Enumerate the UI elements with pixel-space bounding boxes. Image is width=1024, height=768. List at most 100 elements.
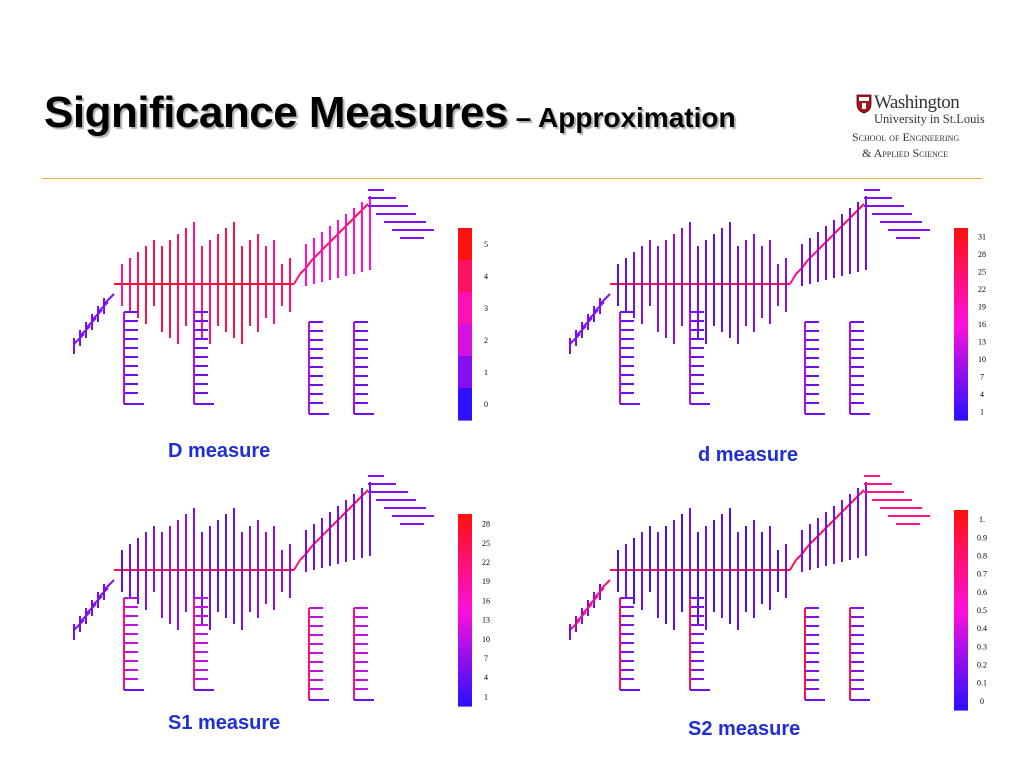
scale-swatch [954,630,968,636]
scale-swatch [954,309,968,315]
scale-swatch [954,670,968,676]
scale-swatch [954,276,968,282]
skeleton-tail [575,611,587,623]
scale-swatch [458,701,472,707]
skeleton-panel-d-measure-upper [73,189,434,415]
scale-tick-label: 0.8 [977,551,987,560]
scale-swatch [954,645,968,651]
scale-swatch [954,580,968,586]
caption-s2-measure: S2 measure [688,718,801,740]
scale-swatch [458,552,472,558]
scale-swatch [954,372,968,378]
scale-swatch [954,570,968,576]
skeleton-tail [599,293,611,305]
scale-swatch [458,677,472,683]
skeleton-tail [587,595,599,607]
scale-swatch [954,550,968,556]
scale-swatch [954,515,968,521]
skeleton-tail [73,333,85,345]
skeleton-tail [593,301,605,313]
scale-swatch [954,367,968,373]
scale-swatch [954,575,968,581]
scale-tick-label: 28 [978,250,986,259]
scale-swatch [458,557,472,563]
scale-swatch [954,530,968,536]
scale-swatch [458,672,472,678]
scale-swatch [458,629,472,635]
scale-tick-label: 28 [482,520,490,529]
scale-swatch [954,314,968,320]
scale-tick-label: 16 [482,596,490,605]
scale-swatch [458,614,472,621]
scale-swatch [954,415,968,421]
scale-swatch [954,620,968,626]
scale-swatch [458,662,472,669]
scale-tick-label: 0.1 [977,679,987,688]
title-main: Significance Measures [44,88,508,137]
skeleton-tail [581,603,593,615]
scale-swatch [458,619,472,625]
scale-swatch [954,396,968,402]
scale-swatch [954,610,968,616]
scale-swatch [954,590,968,596]
scale-swatch [954,237,968,243]
scale-swatch [458,605,472,611]
skeleton-tail [569,333,581,345]
scale-swatch [954,357,968,363]
scale-swatch [954,615,968,621]
scale-swatch [458,610,472,616]
scale-swatch [458,696,472,702]
scale-tick-label: 31 [978,233,986,242]
scale-tick-label: 7 [980,372,984,381]
scale-swatch [954,280,968,287]
scale-swatch [954,338,968,344]
scale-tick-label: 0.6 [977,588,987,597]
scale-swatch [458,566,472,573]
scale-tick-label: 22 [482,558,490,567]
scale-swatch [954,405,968,411]
scale-swatch [954,635,968,641]
scale-tick-label: 4 [980,390,984,399]
scale-swatch [458,682,472,688]
scale-swatch [954,685,968,691]
skeleton-panel-s2-measure [569,475,930,701]
scale-swatch [458,324,472,357]
scale-swatch [954,300,968,306]
skeleton-tail [91,595,103,607]
scale-swatch [458,542,472,549]
skeleton-tail [85,317,97,329]
scale-swatch [954,705,968,711]
scale-swatch [954,535,968,541]
scale-swatch [458,638,472,645]
color-scale-s1: 28 25 22 19 16 13 10 7 4 1 [458,514,490,707]
slide-title: Significance Measures – Approximation [44,88,736,138]
scale-swatch [458,686,472,693]
skeleton-tail [97,587,109,599]
scale-swatch [954,400,968,407]
scale-tick-label: 1 [484,692,488,701]
scale-tick-label: 0.3 [977,642,987,651]
scale-tick-label: 13 [482,616,490,625]
scale-swatch [458,547,472,553]
scale-swatch [954,348,968,354]
scale-swatch [458,600,472,606]
scale-swatch [954,381,968,387]
scale-swatch [954,695,968,701]
scale-swatch [458,518,472,525]
scale-tick-label: 7 [484,654,488,663]
scale-swatch [458,356,472,389]
skeleton-tail [575,325,587,337]
scale-swatch [954,333,968,339]
scale-swatch [458,514,472,520]
skeleton-neck [293,559,301,571]
skeleton-tail [103,579,115,591]
scale-tick-label: 0.9 [977,533,987,542]
skeleton-tail [73,619,85,631]
scale-swatch [954,560,968,566]
scale-swatch [954,650,968,656]
scale-tick-label: 2 [484,336,488,345]
scale-swatch [954,328,968,335]
scale-swatch [954,261,968,267]
scale-swatch [954,600,968,606]
scale-tick-label: 19 [978,303,986,312]
